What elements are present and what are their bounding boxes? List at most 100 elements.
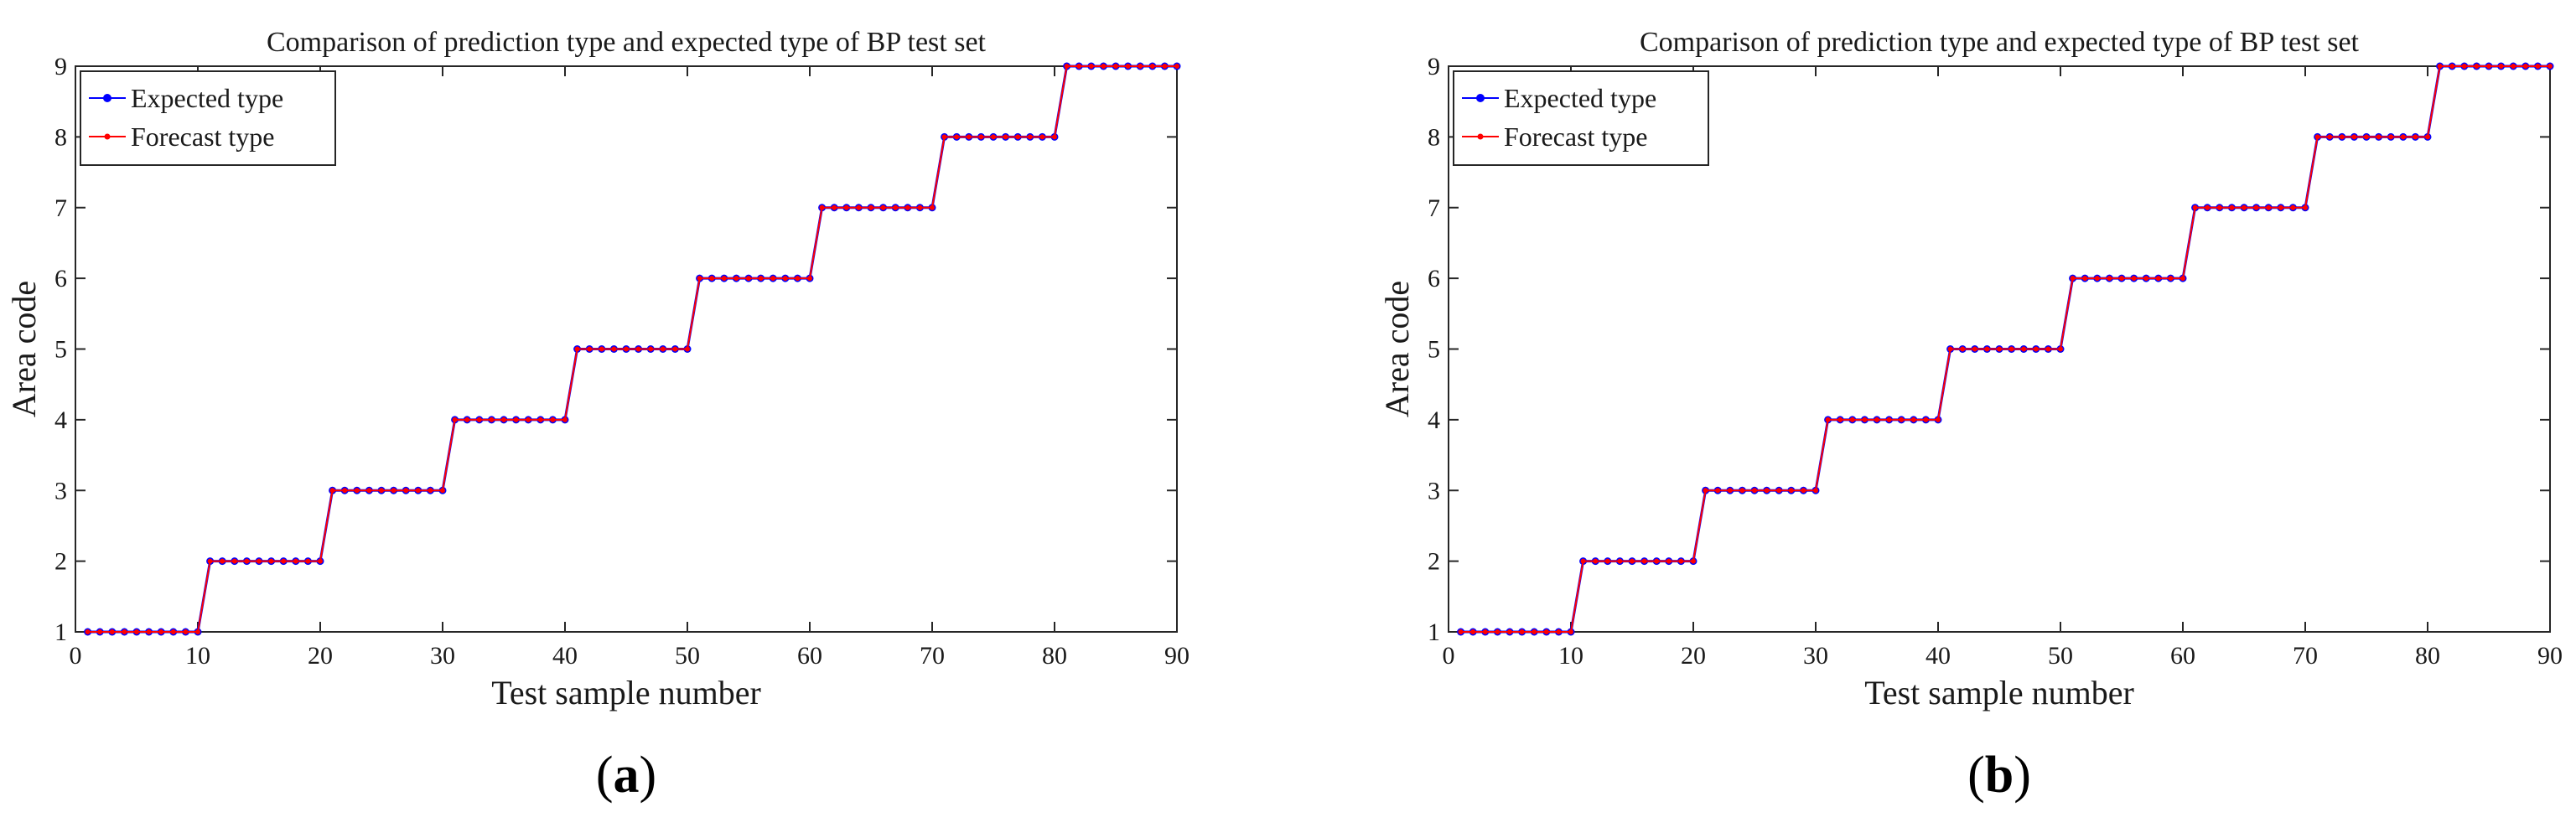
data-point-forecast <box>2070 276 2076 282</box>
y-tick-label: 7 <box>54 194 67 222</box>
data-point-forecast <box>2229 204 2235 210</box>
data-point-forecast <box>1519 629 1525 634</box>
data-point-forecast <box>1715 488 1721 494</box>
data-point-forecast <box>1727 488 1733 494</box>
data-point-forecast <box>2425 134 2430 140</box>
panel-label-open: ( <box>1967 747 1985 804</box>
data-point-forecast <box>599 346 604 352</box>
data-point-forecast <box>452 416 458 422</box>
legend-box <box>80 70 336 166</box>
data-point-forecast <box>782 276 788 282</box>
data-point-forecast <box>2511 64 2516 69</box>
data-point-forecast <box>2180 276 2185 282</box>
data-point-forecast <box>672 346 678 352</box>
y-tick-label: 2 <box>1428 548 1440 576</box>
data-point-forecast <box>1886 416 1892 422</box>
data-point-forecast <box>660 346 666 352</box>
data-point-forecast <box>697 276 702 282</box>
data-point-forecast <box>587 346 593 352</box>
data-point-forecast <box>1052 134 1057 140</box>
y-tick-label: 4 <box>1428 406 1440 434</box>
y-tick-label: 3 <box>54 477 67 504</box>
legend-entry-forecast: Forecast type <box>1504 122 1648 152</box>
y-tick-label: 5 <box>54 336 67 364</box>
data-point-forecast <box>537 416 543 422</box>
data-point-forecast <box>318 558 323 564</box>
data-point-forecast <box>2143 276 2149 282</box>
data-point-forecast <box>1862 416 1868 422</box>
data-point-forecast <box>1739 488 1745 494</box>
y-axis-label: Area code <box>5 281 43 417</box>
y-tick-label: 4 <box>54 406 67 434</box>
data-point-forecast <box>1666 558 1672 564</box>
data-point-forecast <box>2303 204 2308 210</box>
data-point-forecast <box>2107 276 2112 282</box>
data-point-forecast <box>2376 134 2382 140</box>
data-point-forecast <box>2192 204 2198 210</box>
data-point-forecast <box>2339 134 2345 140</box>
data-point-forecast <box>978 134 984 140</box>
data-point-forecast <box>354 488 360 494</box>
data-point-forecast <box>501 416 506 422</box>
data-point-forecast <box>220 558 225 564</box>
data-point-forecast <box>2082 276 2088 282</box>
data-point-forecast <box>109 629 115 634</box>
y-tick-label: 3 <box>1428 477 1440 504</box>
data-point-forecast <box>2413 134 2418 140</box>
legend-marker-expected <box>1476 94 1485 102</box>
legend-box <box>1453 70 1709 166</box>
data-point-forecast <box>1470 629 1476 634</box>
data-point-forecast <box>2278 204 2283 210</box>
data-point-forecast <box>1088 64 1094 69</box>
data-point-forecast <box>1039 134 1045 140</box>
data-point-forecast <box>2253 204 2259 210</box>
x-tick-label: 80 <box>2415 642 2440 670</box>
data-point-forecast <box>2486 64 2491 69</box>
data-point-forecast <box>305 558 311 564</box>
data-point-forecast <box>562 416 568 422</box>
data-point-forecast <box>1997 346 2002 352</box>
data-point-forecast <box>917 204 923 210</box>
panel-label-open: ( <box>596 747 614 804</box>
data-point-forecast <box>2461 64 2467 69</box>
data-point-forecast <box>2351 134 2357 140</box>
data-point-forecast <box>2449 64 2455 69</box>
y-tick-label: 1 <box>54 618 67 646</box>
data-point-forecast <box>2155 276 2161 282</box>
y-tick-label: 8 <box>1428 123 1440 151</box>
data-point-forecast <box>807 276 812 282</box>
x-tick-label: 50 <box>2048 642 2073 670</box>
data-point-forecast <box>281 558 287 564</box>
data-point-forecast <box>733 276 739 282</box>
x-tick-label: 60 <box>797 642 822 670</box>
data-point-forecast <box>2327 134 2333 140</box>
data-point-forecast <box>391 488 397 494</box>
panel-label-close: ) <box>640 747 657 804</box>
data-point-forecast <box>1076 64 1082 69</box>
data-point-forecast <box>403 488 409 494</box>
data-point-forecast <box>1556 629 1562 634</box>
x-tick-label: 50 <box>675 642 700 670</box>
y-axis-label: Area code <box>1378 281 1416 417</box>
data-point-forecast <box>440 488 445 494</box>
y-tick-label: 8 <box>54 123 67 151</box>
data-point-forecast <box>2400 134 2406 140</box>
data-point-forecast <box>231 558 237 564</box>
data-point-forecast <box>207 558 213 564</box>
data-point-forecast <box>97 629 103 634</box>
data-point-forecast <box>1568 629 1573 634</box>
chart-title: Comparison of prediction type and expect… <box>1640 27 2360 58</box>
data-point-forecast <box>1703 488 1708 494</box>
data-point-forecast <box>832 204 837 210</box>
data-point-forecast <box>2205 204 2211 210</box>
data-point-forecast <box>611 346 617 352</box>
data-point-forecast <box>1617 558 1623 564</box>
panel-label-close: ) <box>2014 747 2031 804</box>
data-point-forecast <box>1604 558 1610 564</box>
data-point-forecast <box>2364 134 2369 140</box>
data-point-forecast <box>1874 416 1879 422</box>
data-point-forecast <box>1752 488 1757 494</box>
data-point-forecast <box>843 204 849 210</box>
data-point-forecast <box>342 488 348 494</box>
x-tick-label: 0 <box>70 642 82 670</box>
